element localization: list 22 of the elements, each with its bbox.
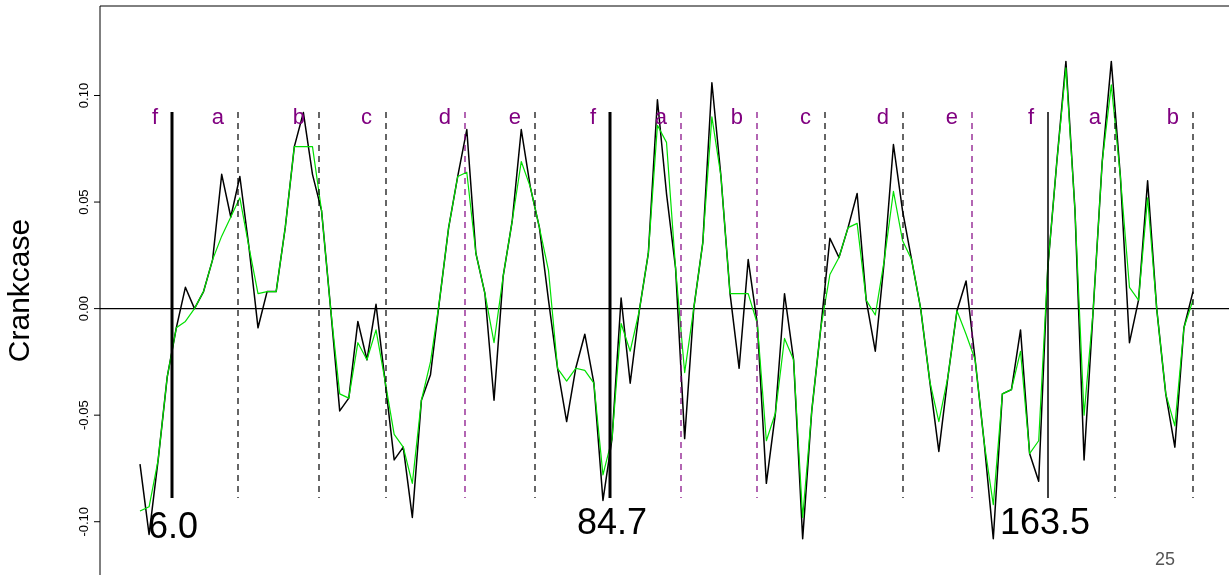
annotation: b — [1166, 104, 1179, 129]
y-tick-label: -0.10 — [76, 506, 91, 537]
annotation: 84.7 — [577, 501, 648, 542]
annotation: e — [945, 104, 958, 129]
annotation: 163.5 — [1000, 501, 1091, 542]
annotation: c — [361, 104, 372, 129]
y-tick-label: 0.10 — [76, 82, 91, 109]
annotation: a — [211, 104, 225, 129]
annotation: f — [589, 104, 597, 129]
annotation: b — [730, 104, 743, 129]
annotation: f — [151, 104, 159, 129]
y-axis-title: Crankcase — [1, 218, 35, 363]
annotation: a — [1088, 104, 1102, 129]
annotation: c — [800, 104, 811, 129]
y-tick-label: 0.05 — [76, 189, 91, 215]
y-tick-label: 0.00 — [76, 295, 91, 322]
annotation: f — [1027, 104, 1035, 129]
annotation: d — [438, 104, 451, 129]
annotation: e — [508, 104, 521, 129]
y-tick-label: -0.05 — [76, 400, 91, 430]
annotation: d — [876, 104, 889, 129]
annotation: 25 — [1154, 549, 1176, 569]
